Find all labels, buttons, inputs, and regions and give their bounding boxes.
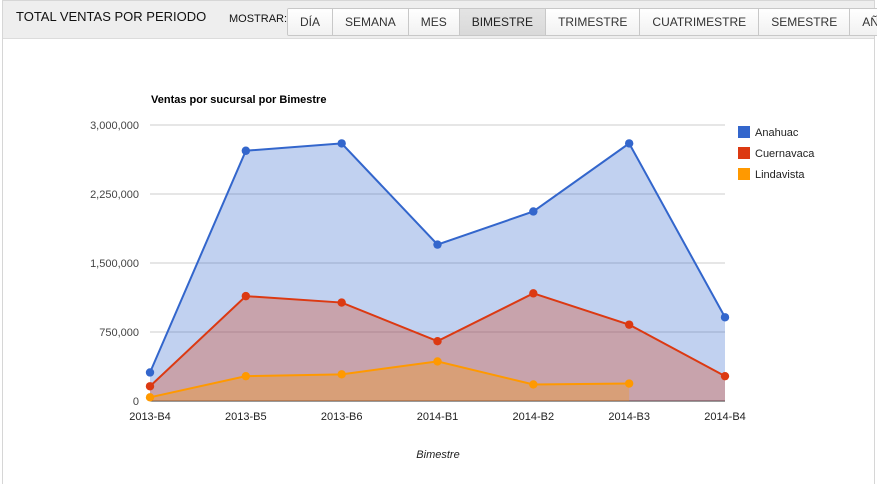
point-anahuac (433, 240, 442, 249)
point-cuernavaca (241, 291, 251, 301)
y-tick-label: 0 (133, 396, 139, 408)
y-tick-label: 750,000 (99, 327, 139, 339)
point-lindavista (145, 393, 155, 402)
chart-title: Ventas por sucursal por Bimestre (151, 94, 326, 106)
point-anahuac (145, 368, 155, 377)
x-tick-label: 2014-B2 (513, 411, 555, 423)
line-lindavista (149, 360, 630, 399)
tab-semana[interactable]: SEMANA (333, 9, 409, 35)
tab-ano[interactable]: AÑO (850, 9, 877, 35)
y-tick-label: 1,500,000 (90, 258, 139, 270)
y-tick-label: 3,000,000 (90, 120, 139, 132)
point-cuernavaca (720, 371, 730, 381)
x-tick-label: 2013-B5 (225, 411, 267, 423)
x-tick-label: 2014-B4 (704, 411, 746, 423)
point-lindavista (241, 371, 251, 381)
legend-swatch-lindavista (738, 168, 750, 180)
x-tick-label: 2014-B1 (417, 411, 459, 423)
legend-label: Lindavista (755, 169, 805, 181)
tab-trimestre[interactable]: TRIMESTRE (546, 9, 641, 35)
point-anahuac (241, 146, 251, 155)
x-tick-label: 2013-B6 (321, 411, 363, 423)
point-cuernavaca (624, 320, 634, 329)
point-lindavista (433, 357, 442, 366)
point-anahuac (337, 139, 346, 148)
tab-mes[interactable]: MES (408, 9, 460, 35)
y-tick-label: 2,250,000 (90, 189, 139, 201)
legend-label: Cuernavaca (755, 148, 815, 160)
page-title: TOTAL VENTAS POR PERIODO (16, 9, 207, 24)
legend-label: Anahuac (755, 127, 799, 139)
area-cuernavaca (150, 293, 725, 401)
area-anahuac (150, 143, 725, 401)
show-label: MOSTRAR: (229, 13, 288, 25)
point-anahuac (624, 139, 634, 148)
point-anahuac (529, 207, 538, 216)
tab-bimestre[interactable]: BIMESTRE (459, 9, 547, 35)
header-bar: TOTAL VENTAS POR PERIODO MOSTRAR: DÍA SEM… (3, 1, 877, 39)
point-lindavista (624, 379, 634, 388)
point-cuernavaca (337, 298, 346, 307)
tab-cuatrimestre[interactable]: CUATRIMESTRE (640, 9, 760, 35)
point-lindavista (337, 370, 346, 379)
x-axis-title: Bimestre (416, 449, 459, 461)
point-lindavista (529, 380, 538, 389)
period-tabs: DÍA SEMANA MES BIMESTRE TRIMESTRE CUATRIMESTR… (287, 8, 877, 36)
legend-swatch-anahuac (738, 126, 750, 138)
legend-swatch-cuernavaca (738, 147, 750, 159)
point-cuernavaca (433, 337, 442, 346)
tab-dia[interactable]: DÍA (288, 9, 334, 35)
point-cuernavaca (529, 289, 538, 298)
tab-semestre[interactable]: SEMESTRE (759, 9, 851, 35)
area-lindavista (150, 361, 630, 401)
x-tick-label: 2014-B3 (608, 411, 650, 423)
point-anahuac (720, 313, 730, 322)
point-cuernavaca (145, 382, 155, 391)
x-tick-label: 2013-B4 (129, 411, 171, 423)
